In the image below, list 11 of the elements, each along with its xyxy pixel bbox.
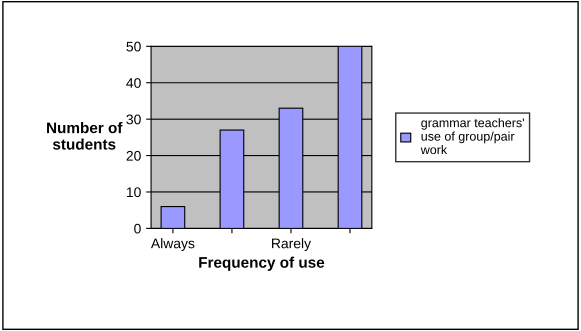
- y-tick-label: 0: [134, 224, 141, 234]
- y-tick-label: 40: [126, 78, 141, 88]
- y-tick-label: 30: [126, 114, 141, 124]
- y-tick-label: 20: [126, 150, 141, 161]
- x-axis-title: Frequency of use: [199, 256, 324, 271]
- legend-label: grammar teachers' use of group/pair work: [420, 118, 524, 154]
- x-tick-label: Rarely: [272, 238, 312, 252]
- y-tick-label: 50: [126, 42, 141, 52]
- y-axis-title: Number of students: [47, 122, 122, 150]
- x-tick-label: Always: [150, 238, 194, 252]
- y-tick-label: 10: [126, 187, 141, 198]
